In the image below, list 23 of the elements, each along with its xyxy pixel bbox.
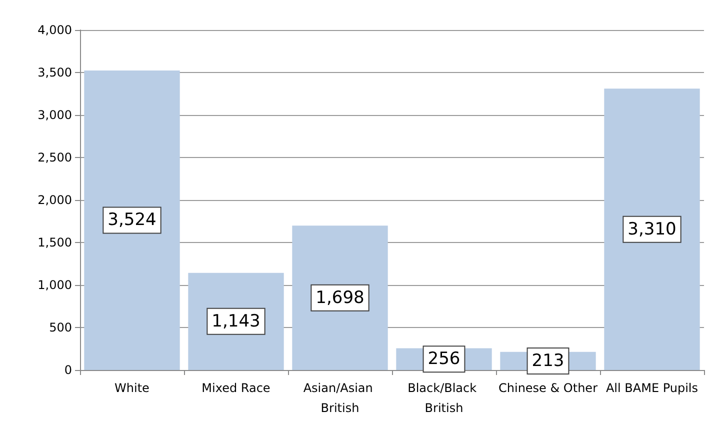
data-label: 1,698: [316, 288, 364, 308]
x-tick-label: Chinese & Other: [498, 381, 598, 395]
data-label: 213: [532, 350, 564, 371]
y-tick-label: 2,500: [38, 150, 72, 164]
x-tick-label: Asian/Asian British: [303, 381, 377, 415]
y-tick-label: 500: [49, 320, 72, 334]
y-tick-label: 4,000: [38, 23, 72, 37]
data-label: 1,143: [212, 311, 260, 332]
data-label: 3,524: [108, 210, 156, 230]
y-tick-label: 1,000: [38, 278, 72, 292]
y-tick-label: 3,500: [38, 66, 72, 80]
x-tick-label: Black/Black British: [408, 381, 480, 415]
x-tick-label: White: [114, 381, 150, 395]
y-tick-label: 2,000: [38, 193, 72, 207]
y-tick-label: 3,000: [38, 108, 72, 122]
data-label: 256: [428, 349, 460, 370]
bar: [84, 70, 180, 370]
y-tick-label: 0: [64, 363, 72, 377]
bar: [604, 88, 700, 370]
x-tick-label: All BAME Pupils: [606, 381, 698, 395]
y-tick-label: 1,500: [38, 236, 72, 250]
data-label: 3,310: [628, 219, 676, 240]
x-tick-label: Mixed Race: [202, 381, 270, 395]
